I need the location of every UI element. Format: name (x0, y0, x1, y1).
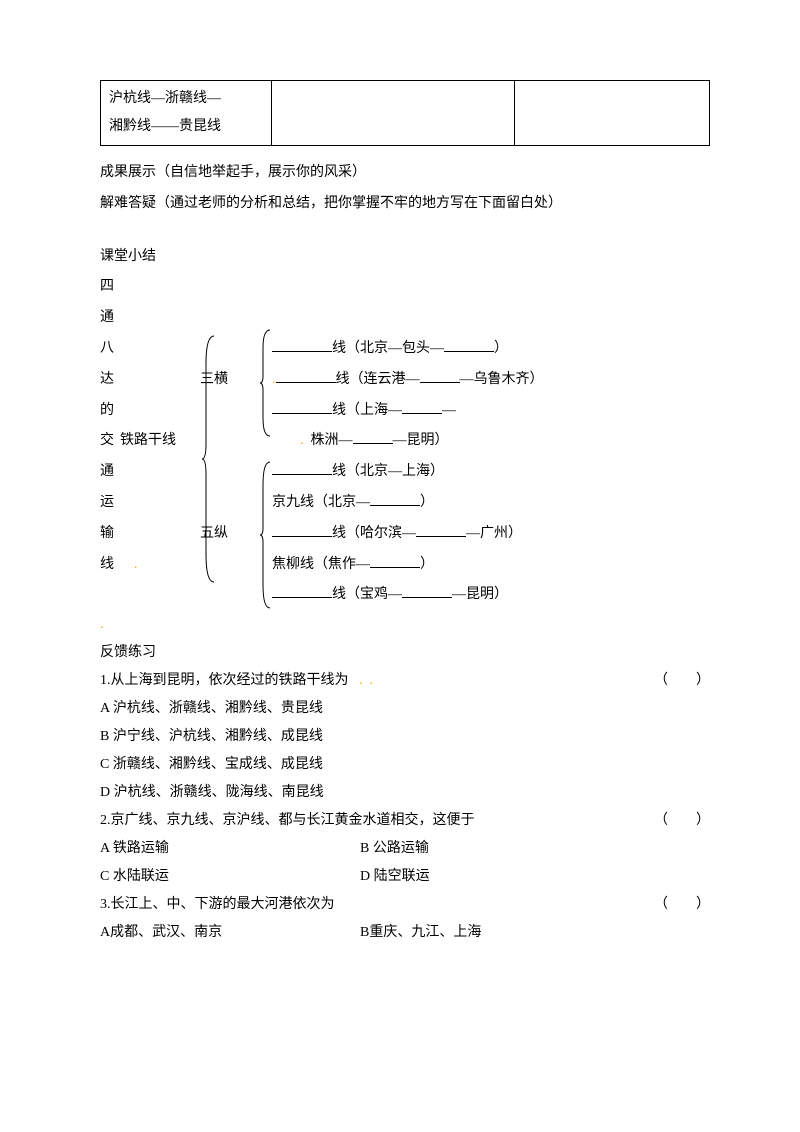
table-text-line1: 沪杭线—浙赣线— (109, 85, 263, 113)
intro-line1: 成果展示（自信地举起手，展示你的风采） (100, 158, 710, 189)
g2-l5-mid: 线（宝鸡— (332, 587, 402, 602)
q1-opt-d: D 沪杭线、浙赣线、陇海线、南昆线 (100, 779, 710, 807)
brace-group2-icon (258, 460, 274, 610)
q2-opt-a: A 铁路运输 (100, 835, 360, 863)
vert-char-8: 输 (100, 519, 120, 550)
g2-l3-end: —广州） (466, 526, 522, 541)
table-cell-mid (271, 81, 515, 146)
summary-title: 课堂小结 (100, 242, 156, 273)
vert-char-4: 的 (100, 396, 120, 427)
blank-input[interactable] (402, 398, 442, 413)
blank-input[interactable] (370, 491, 420, 506)
blank-input[interactable] (370, 552, 420, 567)
blank-input[interactable] (444, 337, 494, 352)
g2-l3-mid: 线（哈尔滨— (332, 526, 416, 541)
q2-opt-d: D 陆空联运 (360, 863, 430, 891)
blank-input[interactable] (272, 583, 332, 598)
g1-l2-mid: 线（连云港— (336, 372, 420, 387)
blank-input[interactable] (416, 521, 466, 536)
dot-marker: . (300, 433, 304, 448)
g2-l1-mid: 线（北京—上海） (332, 464, 444, 479)
dot-marker: . (359, 673, 363, 688)
g2-l5-end: —昆明） (452, 587, 508, 602)
exercises-title: 反馈练习 (100, 639, 710, 667)
vert-char-5: 交 (100, 426, 120, 457)
blank-input[interactable] (402, 583, 452, 598)
blank-input[interactable] (272, 460, 332, 475)
dot-marker: . (370, 673, 374, 688)
q1-opt-a: A 沪杭线、浙赣线、湘黔线、贵昆线 (100, 695, 710, 723)
g1-l3-mid: 线（上海— (332, 403, 402, 418)
answer-paren[interactable]: （ ） (654, 891, 710, 919)
table-text-line2: 湘黔线——贵昆线 (109, 113, 263, 141)
blank-input[interactable] (272, 398, 332, 413)
sub-label: 铁路干线 (120, 426, 200, 457)
blank-input[interactable] (276, 367, 336, 382)
vert-char-0: 四 (100, 272, 120, 303)
q1-opt-c: C 浙赣线、湘黔线、宝成线、成昆线 (100, 751, 710, 779)
dot-marker: . (120, 557, 138, 572)
g1-l4-pre: 株洲— (311, 433, 353, 448)
q2-opt-c: C 水陆联运 (100, 863, 360, 891)
g1-l1-mid: 线（北京—包头— (332, 341, 444, 356)
g2-l4-pre: 焦柳线（焦作— (272, 557, 370, 572)
answer-paren[interactable]: （ ） (654, 807, 710, 835)
q3-text: 3.长江上、中、下游的最大河港依次为 (100, 891, 335, 919)
g2-l2-pre: 京九线（北京— (272, 495, 370, 510)
vert-char-2: 八 (100, 334, 120, 365)
g1-l3-end: — (442, 403, 456, 418)
q1-text: 1.从上海到昆明，依次经过的铁路干线为 (100, 673, 349, 688)
g2-l4-end: ） (420, 557, 434, 572)
answer-paren[interactable]: （ ） (654, 667, 710, 695)
g1-l4-end: —昆明） (393, 433, 449, 448)
table-cell-left: 沪杭线—浙赣线— 湘黔线——贵昆线 (101, 81, 272, 146)
vert-char-7: 运 (100, 488, 120, 519)
g1-l1-end: ） (494, 341, 508, 356)
brace-main-icon (200, 334, 218, 584)
blank-input[interactable] (272, 337, 332, 352)
vert-char-9: 线 (100, 550, 120, 581)
q3-opt-a: A成都、武汉、南京 (100, 919, 360, 947)
blank-input[interactable] (353, 429, 393, 444)
intro-line2: 解难答疑（通过老师的分析和总结，把你掌握不牢的地方写在下面留白处） (100, 189, 710, 220)
g2-l2-end: ） (420, 495, 434, 510)
blank-input[interactable] (272, 521, 332, 536)
table-cell-right (515, 81, 710, 146)
q2-opt-b: B 公路运输 (360, 835, 429, 863)
q3-opt-b: B重庆、九江、上海 (360, 919, 481, 947)
vert-char-3: 达 (100, 365, 120, 396)
summary-section: 课堂小结 四 通 八 线（北京—包头—） 达 三横 (100, 242, 710, 612)
g1-l2-end: —乌鲁木齐） (460, 372, 544, 387)
blank-input[interactable] (420, 367, 460, 382)
q1-opt-b: B 沪宁线、沪杭线、湘黔线、成昆线 (100, 723, 710, 751)
vert-char-6: 通 (100, 457, 120, 488)
dot-marker: . (100, 617, 104, 632)
vert-char-1: 通 (100, 303, 120, 334)
exercises-section: 反馈练习 1.从上海到昆明，依次经过的铁路干线为 . . （ ） A 沪杭线、浙… (100, 639, 710, 947)
q2-text: 2.京广线、京九线、京沪线、都与长江黄金水道相交，这便于 (100, 807, 475, 835)
brace-group1-icon (258, 328, 274, 438)
header-table: 沪杭线—浙赣线— 湘黔线——贵昆线 (100, 80, 710, 146)
